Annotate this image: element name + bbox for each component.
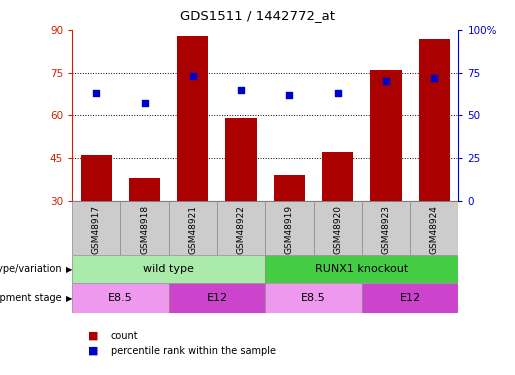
Text: count: count (111, 331, 139, 340)
Bar (217, 201, 265, 255)
Text: wild type: wild type (143, 264, 194, 274)
Text: ■: ■ (88, 331, 98, 340)
Bar (362, 201, 410, 255)
Text: GSM48917: GSM48917 (92, 205, 101, 254)
Text: ▶: ▶ (66, 265, 73, 274)
Bar (129, 178, 160, 201)
Text: GSM48920: GSM48920 (333, 205, 342, 254)
Text: E8.5: E8.5 (301, 293, 326, 303)
Bar (265, 283, 362, 313)
Text: GSM48919: GSM48919 (285, 205, 294, 254)
Bar (121, 201, 169, 255)
Bar (72, 283, 169, 313)
Text: E8.5: E8.5 (108, 293, 133, 303)
Bar (265, 201, 314, 255)
Text: GDS1511 / 1442772_at: GDS1511 / 1442772_at (180, 9, 335, 22)
Bar (265, 255, 458, 283)
Bar (72, 255, 265, 283)
Bar (72, 201, 121, 255)
Text: GSM48924: GSM48924 (430, 205, 439, 254)
Text: RUNX1 knockout: RUNX1 knockout (315, 264, 408, 274)
Point (285, 92, 294, 98)
Bar (362, 283, 458, 313)
Text: percentile rank within the sample: percentile rank within the sample (111, 346, 276, 355)
Text: GSM48918: GSM48918 (140, 205, 149, 254)
Bar (322, 152, 353, 201)
Point (188, 73, 197, 79)
Bar (177, 36, 209, 201)
Bar (314, 201, 362, 255)
Text: ■: ■ (88, 346, 98, 355)
Point (237, 87, 245, 93)
Point (382, 78, 390, 84)
Text: E12: E12 (400, 293, 421, 303)
Bar (169, 201, 217, 255)
Text: GSM48922: GSM48922 (236, 205, 246, 254)
Text: GSM48923: GSM48923 (382, 205, 390, 254)
Text: E12: E12 (207, 293, 228, 303)
Point (92, 90, 100, 96)
Text: ▶: ▶ (66, 294, 73, 303)
Bar (410, 201, 458, 255)
Text: development stage: development stage (0, 293, 62, 303)
Bar (273, 175, 305, 201)
Text: genotype/variation: genotype/variation (0, 264, 62, 274)
Bar (419, 39, 450, 201)
Text: GSM48921: GSM48921 (188, 205, 197, 254)
Bar (169, 283, 265, 313)
Bar (226, 118, 257, 201)
Point (141, 100, 149, 106)
Bar (370, 70, 402, 201)
Point (334, 90, 342, 96)
Bar (80, 155, 112, 201)
Point (430, 75, 438, 81)
